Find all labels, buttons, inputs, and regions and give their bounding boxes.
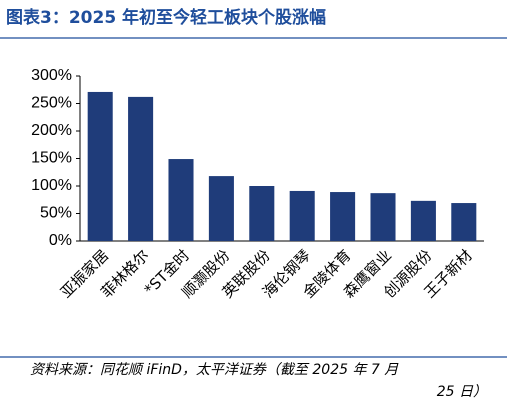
y-tick-label: 200% xyxy=(31,122,72,139)
bar xyxy=(410,200,436,241)
bar xyxy=(128,96,154,242)
chart-title: 图表3：2025 年初至今轻工板块个股涨幅 xyxy=(6,7,326,28)
bar xyxy=(208,176,234,241)
y-tick-label: 100% xyxy=(31,177,72,194)
y-tick-label: 150% xyxy=(31,150,72,167)
y-tick-label: 300% xyxy=(31,67,72,84)
bar xyxy=(168,159,194,241)
bar xyxy=(289,190,315,241)
bar xyxy=(330,192,356,241)
y-tick-label: 50% xyxy=(40,205,72,222)
y-tick-label: 250% xyxy=(31,95,72,112)
bar xyxy=(87,91,113,241)
bar xyxy=(451,203,477,241)
y-tick-label: 0% xyxy=(49,232,72,249)
bar xyxy=(249,186,275,241)
source-note: 25 日） xyxy=(437,384,487,400)
source-note: 资料来源：同花顺 iFinD，太平洋证券（截至 2025 年 7 月 xyxy=(30,362,399,378)
bar xyxy=(370,193,396,241)
